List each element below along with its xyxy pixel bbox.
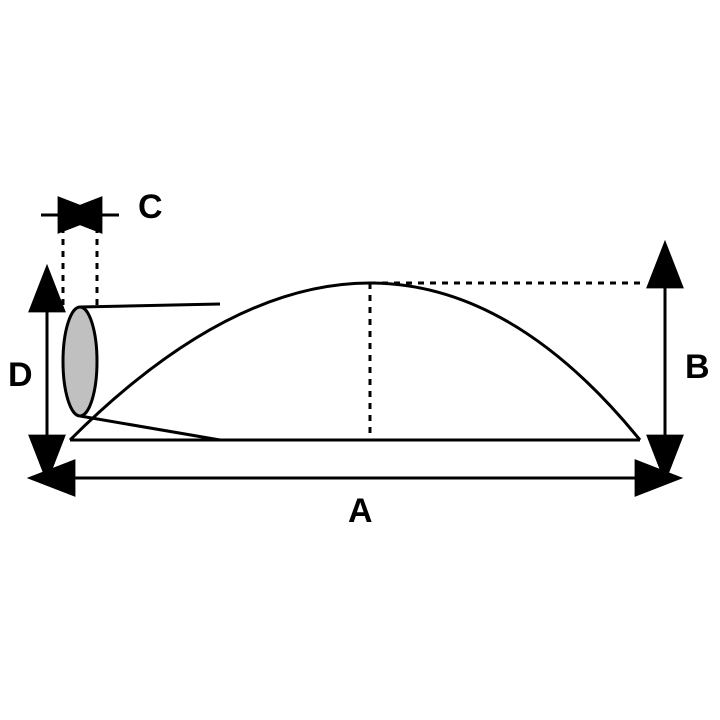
diagram-stage: A B C D: [0, 0, 720, 720]
dimension-diagram-svg: [0, 0, 720, 720]
dimension-label-c: C: [138, 188, 163, 227]
dimension-label-d: D: [8, 356, 33, 395]
dimension-label-b: B: [685, 348, 710, 387]
dimension-label-a: A: [348, 492, 373, 531]
